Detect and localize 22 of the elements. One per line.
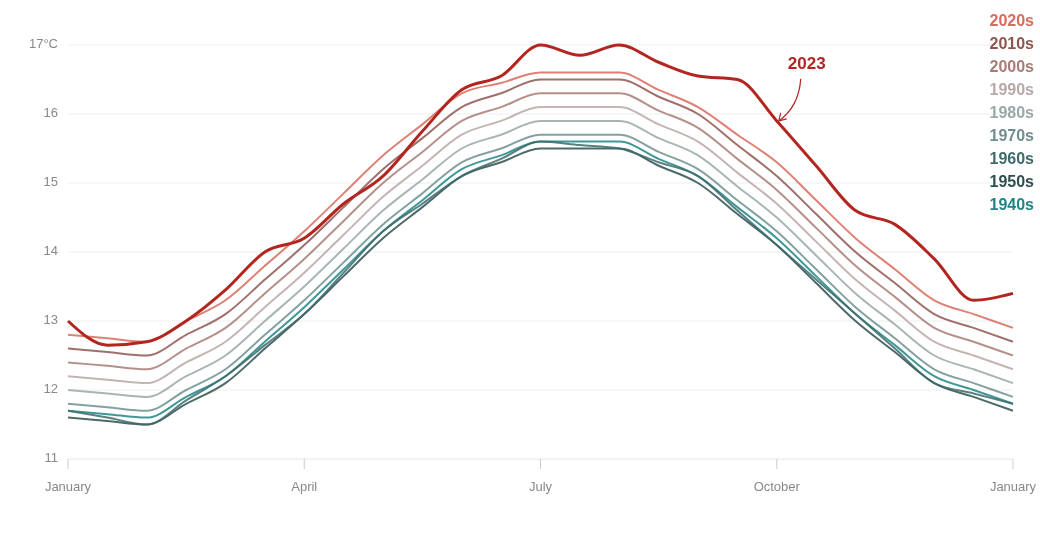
y-tick-label: 13 <box>43 312 58 328</box>
text: 1990s <box>989 81 1035 99</box>
text: 2010s <box>989 35 1035 53</box>
y-tick-label: 15 <box>43 174 58 190</box>
text: 2000s <box>989 58 1035 76</box>
y-tick-label: 11 <box>44 450 58 466</box>
text: 1970s <box>989 127 1035 145</box>
y-tick-label: 14 <box>43 243 58 259</box>
text: 1960s <box>989 150 1035 168</box>
y-tick-label: 12 <box>43 381 58 397</box>
x-tick-label: July <box>528 479 553 494</box>
x-tick-label: April <box>291 479 318 494</box>
x-tick-label: January <box>44 479 92 494</box>
annotation: 2023 <box>787 53 826 73</box>
x-tick-label: January <box>989 479 1037 494</box>
x-tick-label: October <box>753 479 801 494</box>
text: 1980s <box>989 104 1035 122</box>
y-tick-label: 16 <box>43 105 58 121</box>
text: 1940s <box>989 196 1035 214</box>
text: 2020s <box>989 12 1035 30</box>
text: 1950s <box>989 173 1035 191</box>
y-tick-label: 17°C <box>28 36 58 52</box>
